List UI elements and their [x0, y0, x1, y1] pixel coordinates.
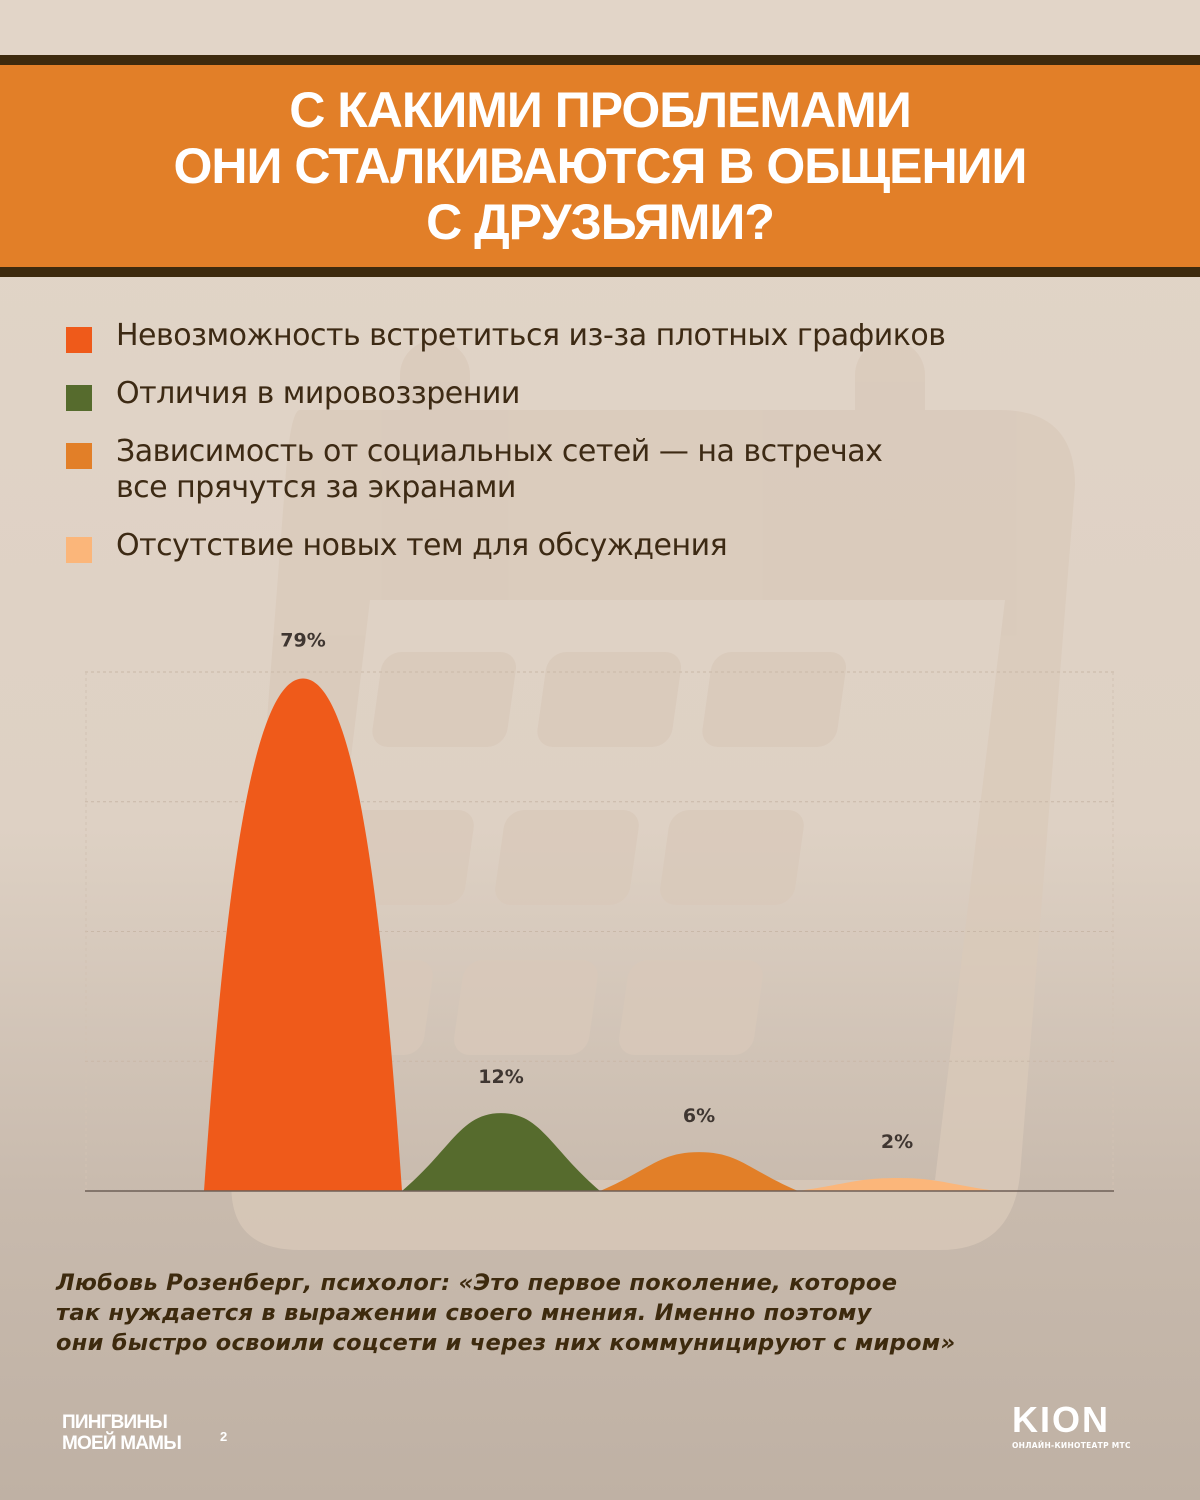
kion-wordmark: KION — [1012, 1399, 1110, 1440]
legend-label: Отличия в мировоззрении — [116, 376, 520, 411]
peak-chart: 79% 12% 6% 2% — [85, 629, 1114, 1192]
legend-swatch-schedules — [66, 327, 92, 353]
legend-swatch-social-media — [66, 443, 92, 469]
chart-peak — [204, 678, 402, 1191]
legend-swatch-no-topics — [66, 537, 92, 563]
logo-superscript: 2 — [220, 1429, 227, 1444]
chart-gridlines — [85, 671, 1114, 1191]
chart-peak — [402, 1113, 600, 1191]
legend-item: Зависимость от социальных сетей — на вст… — [66, 434, 1166, 506]
value-label: 12% — [478, 1066, 523, 1088]
kion-logo: KION ОНЛАЙН-КИНОТЕАТР МТС — [1012, 1399, 1131, 1451]
legend-item: Отличия в мировоззрении — [66, 376, 1166, 412]
value-label: 2% — [881, 1131, 913, 1153]
value-label: 79% — [280, 629, 325, 651]
legend-item: Отсутствие новых тем для обсуждения — [66, 528, 1166, 564]
psychologist-quote: Любовь Розенберг, психолог: «Это первое … — [56, 1270, 956, 1356]
legend-label: Зависимость от социальных сетей — на вст… — [116, 434, 883, 505]
legend-label: Невозможность встретиться из-за плотных … — [116, 318, 946, 353]
title-banner: С какими проблемами они сталкиваются в о… — [0, 55, 1200, 277]
legend-item: Невозможность встретиться из-за плотных … — [66, 318, 1166, 354]
penguins-logo: Пингвины моей мамы 2 — [62, 1412, 227, 1454]
kion-tagline: ОНЛАЙН-КИНОТЕАТР МТС — [1012, 1441, 1131, 1450]
logo-line-2: моей мамы — [62, 1433, 182, 1454]
chart-value-labels: 79% 12% 6% 2% — [280, 629, 913, 1153]
chart-peaks — [204, 678, 996, 1191]
page-title: С какими проблемами они сталкиваются в о… — [173, 82, 1028, 250]
logo-line-1: Пингвины — [62, 1412, 168, 1433]
chart-peak — [798, 1178, 996, 1191]
chart-peak — [600, 1152, 798, 1191]
value-label: 6% — [683, 1105, 715, 1127]
legend-swatch-worldview — [66, 385, 92, 411]
chart-legend: Невозможность встретиться из-за плотных … — [66, 318, 1166, 586]
legend-label: Отсутствие новых тем для обсуждения — [116, 528, 728, 563]
